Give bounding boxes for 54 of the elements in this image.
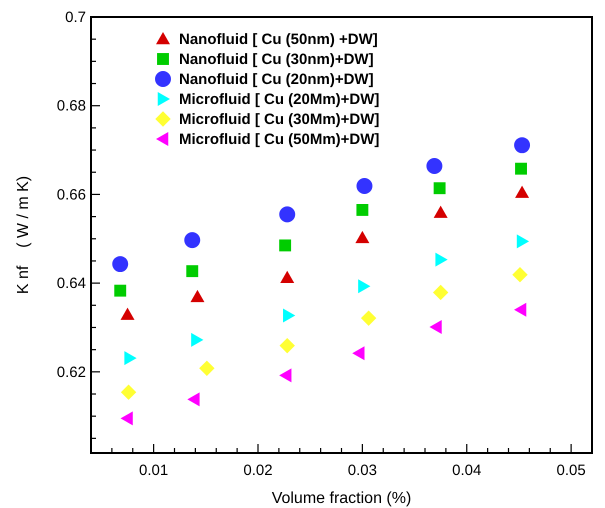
point [279, 239, 292, 252]
x-tick-label: 0.04 [452, 462, 482, 479]
point [360, 310, 376, 326]
point [114, 284, 126, 297]
legend-label: Microfluid [ Cu (50Mm)+DW] [179, 131, 380, 148]
y-tick-label: 0.7 [65, 9, 86, 26]
y-axis-title: K nf ( W / m K) [15, 176, 32, 294]
point [283, 308, 296, 323]
point [280, 270, 294, 284]
point [187, 392, 200, 406]
y-tick-label: 0.68 [56, 98, 86, 115]
point [279, 206, 296, 222]
point [112, 256, 128, 272]
point [199, 360, 215, 376]
y-tick-label: 0.62 [56, 364, 86, 381]
legend-label: Nanofluid [ Cu (20nm)+DW] [179, 71, 374, 88]
point [279, 368, 292, 382]
point [516, 234, 530, 248]
x-tick-label: 0.01 [139, 462, 168, 479]
legend-label: Nanofluid [ Cu (50nm) +DW] [179, 31, 378, 48]
point [280, 338, 295, 354]
point [435, 252, 448, 267]
point [434, 182, 446, 194]
legend-label: Nanofluid [ Cu (30nm)+DW] [179, 51, 374, 68]
x-tick-label: 0.03 [348, 462, 377, 479]
point [426, 158, 442, 174]
legend-label: Microfluid [ Cu (30Mm)+DW] [179, 111, 380, 128]
point [514, 302, 526, 317]
point [352, 346, 364, 360]
point [514, 137, 530, 154]
point [512, 266, 528, 282]
point [186, 265, 198, 278]
x-axis-title: Volume fraction (%) [272, 490, 412, 507]
point [356, 204, 368, 216]
point [432, 284, 448, 300]
y-tick-label: 0.66 [56, 186, 86, 204]
legend-label: Microfluid [ Cu (20Mm)+DW] [179, 91, 380, 108]
point [120, 308, 135, 320]
x-tick-label: 0.02 [243, 462, 273, 479]
x-tick-label: 0.05 [556, 462, 586, 479]
point [191, 332, 204, 347]
point [356, 178, 372, 194]
point [515, 162, 527, 175]
point [355, 230, 370, 244]
point [429, 320, 442, 334]
point [124, 351, 137, 366]
point [190, 290, 204, 302]
point [434, 206, 448, 218]
point [515, 186, 530, 198]
point [120, 411, 133, 426]
point [120, 384, 136, 400]
point [184, 232, 200, 248]
point [358, 279, 370, 294]
y-tick-label: 0.64 [56, 275, 86, 292]
